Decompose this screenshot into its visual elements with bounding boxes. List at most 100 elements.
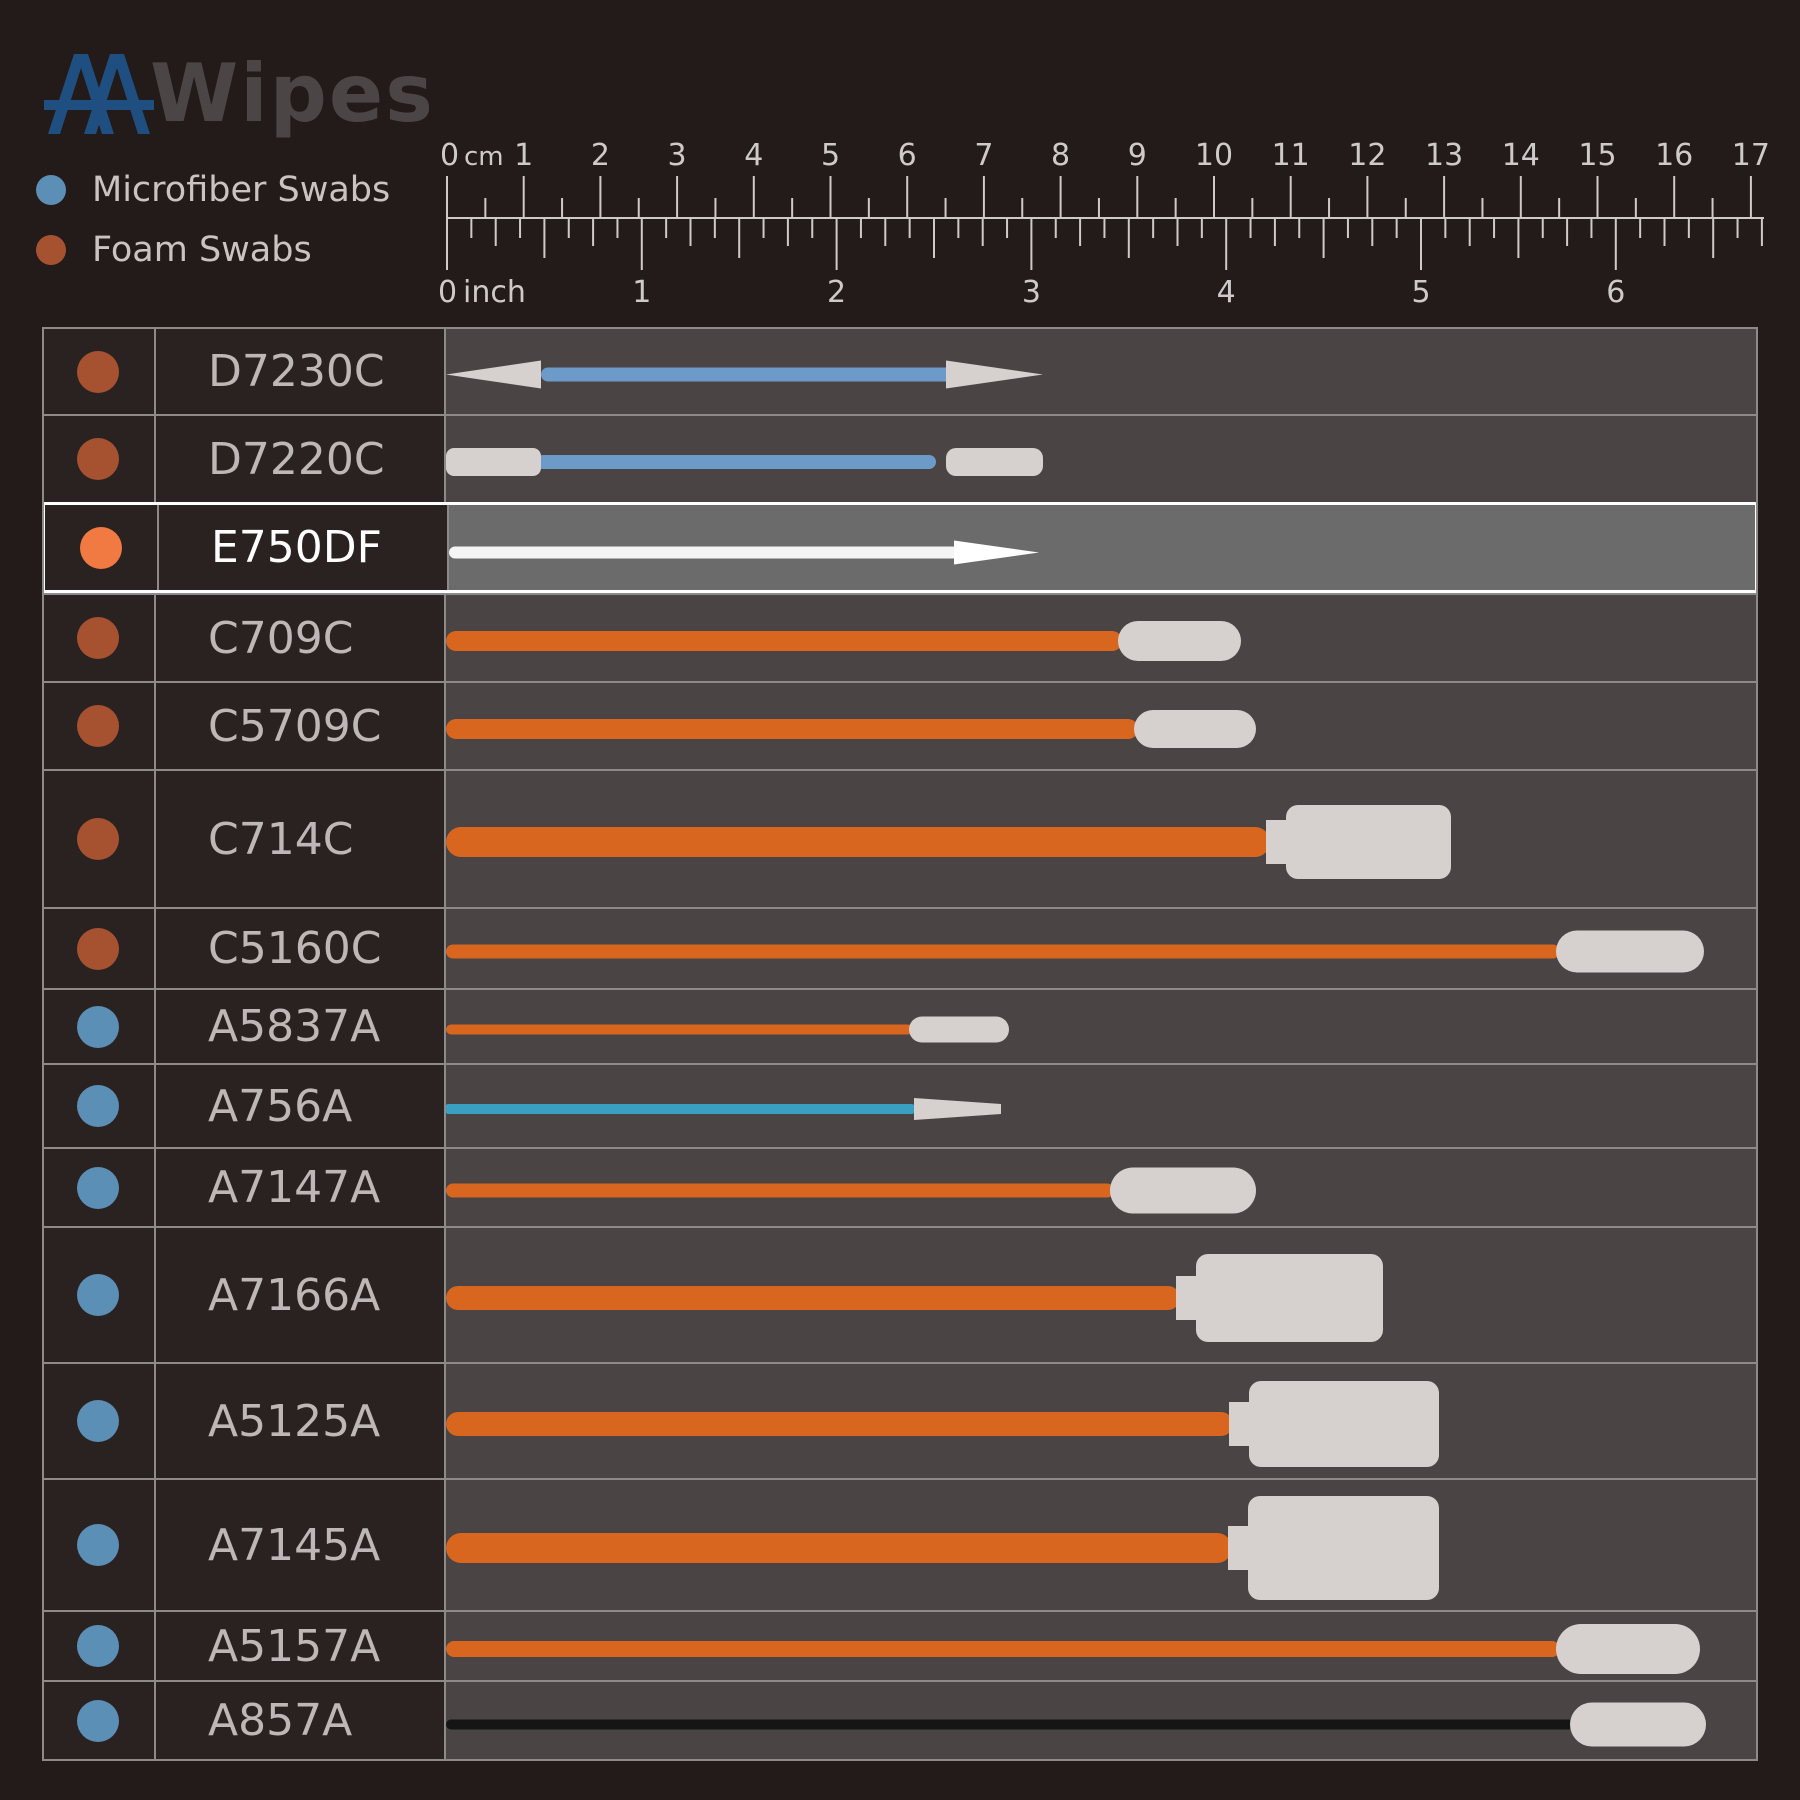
- model-cell: A5837A: [156, 990, 446, 1063]
- swab-head: [1110, 1167, 1256, 1214]
- swab-image-cell: [449, 505, 1755, 590]
- table-row: A7145A: [42, 1478, 1758, 1610]
- type-cell: [45, 505, 159, 590]
- swab-head: [1118, 621, 1241, 661]
- model-cell: C5160C: [156, 909, 446, 988]
- model-number: C5709C: [208, 700, 382, 752]
- swab-handle: [446, 1024, 913, 1035]
- cm-tick-label: 3: [668, 138, 687, 173]
- inch-tick-label: 1: [632, 275, 651, 310]
- type-cell: [42, 909, 156, 988]
- swab-image-cell: [446, 595, 1758, 681]
- microfiber-type-dot: [77, 1005, 119, 1048]
- table-row: C714C: [42, 769, 1758, 907]
- cm-tick-label: 12: [1348, 138, 1386, 173]
- cm-tick-label: 5: [821, 138, 840, 173]
- microfiber-type-dot: [77, 1625, 119, 1667]
- table-row: D7230C: [42, 327, 1758, 414]
- cm-tick-label: 13: [1425, 138, 1463, 173]
- legend-dot-microfiber: [36, 175, 66, 205]
- swab-tip-right: [946, 360, 1043, 389]
- swab-illustration: [446, 1016, 1009, 1043]
- model-number: A5125A: [208, 1395, 381, 1447]
- cm-tick-label: 2: [591, 138, 610, 173]
- swab-handle: [446, 1104, 914, 1114]
- swab-image-cell: [446, 909, 1758, 988]
- swab-illustration: [446, 448, 1043, 476]
- table-row: C5709C: [42, 681, 1758, 769]
- table-row: A5837A: [42, 988, 1758, 1063]
- cm-tick-label: 0: [440, 138, 459, 173]
- foam-type-dot: [77, 818, 119, 860]
- swab-tip: [954, 540, 1039, 565]
- model-number: D7230C: [208, 346, 385, 397]
- model-number: A7147A: [208, 1162, 381, 1213]
- inch-tick-label: 3: [1022, 275, 1041, 310]
- swab-illustration: [449, 540, 1039, 565]
- swab-image-cell: [446, 771, 1758, 907]
- inch-tick-label: 0: [438, 275, 457, 310]
- swab-head: [909, 1016, 1009, 1043]
- model-number: A7145A: [208, 1519, 381, 1571]
- table-row: C709C: [42, 593, 1758, 681]
- model-number: A5157A: [208, 1620, 381, 1672]
- model-cell: C714C: [156, 771, 446, 907]
- cm-unit-label: cm: [464, 142, 504, 172]
- swab-handle: [446, 1412, 1233, 1436]
- swab-image-cell: [446, 416, 1758, 502]
- swab-image-cell: [446, 329, 1758, 414]
- model-number: A756A: [208, 1080, 353, 1132]
- brand-logo: Wipes: [44, 38, 435, 138]
- model-cell: A5157A: [156, 1612, 446, 1680]
- cm-tick-label: 11: [1272, 138, 1310, 173]
- type-cell: [42, 1228, 156, 1362]
- microfiber-type-dot: [77, 1699, 119, 1742]
- type-cell: [42, 329, 156, 414]
- model-cell: A756A: [156, 1065, 446, 1147]
- model-number: E750DF: [211, 522, 382, 573]
- swab-illustration: [446, 930, 1704, 973]
- model-number: C709C: [208, 612, 354, 664]
- logo-word: Wipes: [150, 47, 435, 140]
- model-cell: A7166A: [156, 1228, 446, 1362]
- table-row: C5160C: [42, 907, 1758, 988]
- swab-image-cell: [446, 1480, 1758, 1610]
- swab-image-cell: [446, 1228, 1758, 1362]
- cm-tick-label: 9: [1128, 138, 1147, 173]
- swab-handle: [446, 1183, 1114, 1198]
- swab-head: [1556, 1624, 1700, 1674]
- cm-tick-label: 4: [744, 138, 763, 173]
- type-cell: [42, 595, 156, 681]
- table-row: A7147A: [42, 1147, 1758, 1226]
- model-number: A7166A: [208, 1269, 381, 1321]
- swab-head-right: [946, 448, 1043, 476]
- swab-handle: [536, 455, 936, 469]
- swab-image-cell: [446, 1065, 1758, 1147]
- model-number: D7220C: [208, 433, 385, 485]
- table-row: E750DF: [42, 502, 1758, 593]
- swab-handle: [446, 1641, 1560, 1657]
- swab-head: [1196, 1254, 1383, 1342]
- swab-handle: [446, 944, 1560, 959]
- legend-label: Microfiber Swabs: [92, 170, 391, 210]
- aa-logo-mark: [44, 54, 154, 134]
- swab-handle: [446, 827, 1270, 857]
- table-row: A5157A: [42, 1610, 1758, 1680]
- type-cell: [42, 1480, 156, 1610]
- inch-unit-label: inch: [463, 275, 526, 310]
- legend-item-microfiber: Microfiber Swabs: [36, 160, 390, 220]
- table-row: D7220C: [42, 414, 1758, 502]
- swab-handle: [446, 1286, 1180, 1310]
- inch-tick-label: 4: [1217, 275, 1236, 310]
- foam-type-dot: [77, 438, 119, 480]
- swab-image-cell: [446, 1364, 1758, 1478]
- swab-illustration: [446, 360, 1043, 389]
- inch-tick-label: 2: [827, 275, 846, 310]
- inch-tick-label: 5: [1411, 275, 1430, 310]
- product-table: D7230C D7220C E750DF C709C C5709C C714C C5160C…: [42, 327, 1758, 1761]
- cm-tick-label: 17: [1732, 138, 1770, 173]
- type-cell: [42, 1364, 156, 1478]
- swab-head: [1249, 1381, 1439, 1467]
- inch-tick-label: 6: [1606, 275, 1625, 310]
